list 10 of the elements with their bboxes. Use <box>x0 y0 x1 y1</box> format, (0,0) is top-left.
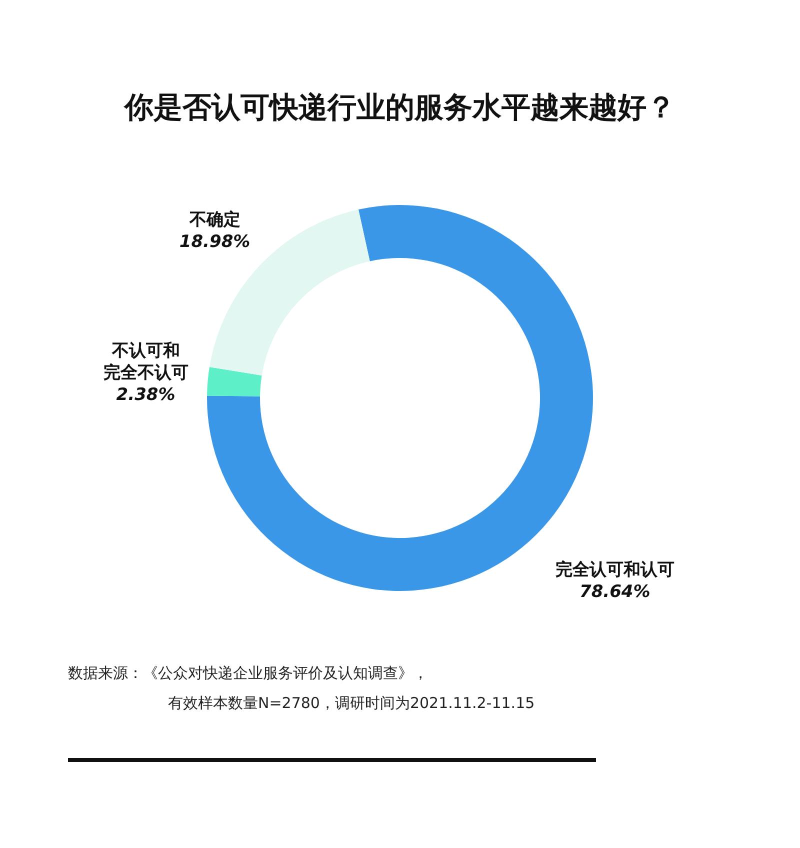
data-label: 78.64% <box>579 582 650 602</box>
chart-title: 你是否认可快递行业的服务水平越来越好？ <box>122 89 676 126</box>
text: 有效样本数量N=2780，调研时间为2021.11.2-11.15 <box>167 693 535 714</box>
data-label: 18.98% <box>179 232 250 252</box>
slice-label: 完全认可和认可 <box>555 560 674 580</box>
source-note: 数据来源：《公众对快递企业服务评价及认知调查》， <box>68 663 429 684</box>
slice-label: 不确定 <box>188 210 240 230</box>
slice-label: 不认可和完全不认可 <box>103 340 188 383</box>
donut-slice <box>207 367 262 396</box>
data-label: 2.38% <box>116 384 176 405</box>
